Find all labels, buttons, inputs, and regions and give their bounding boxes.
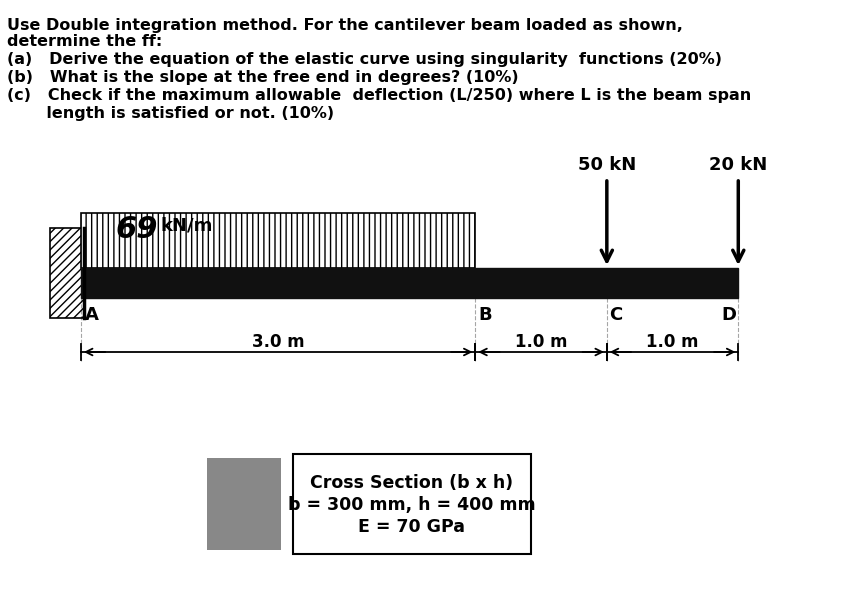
Text: (a)   Derive the equation of the elastic curve using singularity  functions (20%: (a) Derive the equation of the elastic c…: [7, 52, 722, 67]
Text: Cross Section (b x h): Cross Section (b x h): [311, 474, 513, 492]
Text: 1.0 m: 1.0 m: [646, 333, 698, 351]
Text: A: A: [85, 306, 99, 324]
Text: (b)   What is the slope at the free end in degrees? (10%): (b) What is the slope at the free end in…: [7, 70, 519, 85]
Text: E = 70 GPa: E = 70 GPa: [359, 518, 465, 536]
Bar: [293, 454, 531, 554]
Text: 50 kN: 50 kN: [577, 156, 636, 174]
Text: determine the ff:: determine the ff:: [7, 34, 162, 49]
Text: C: C: [609, 306, 623, 324]
Text: (c)   Check if the maximum allowable  deflection (L/250) where L is the beam spa: (c) Check if the maximum allowable defle…: [7, 88, 752, 103]
Text: b = 300 mm, h = 400 mm: b = 300 mm, h = 400 mm: [288, 496, 535, 514]
Text: B: B: [478, 306, 492, 324]
Bar: [207, 458, 281, 550]
Bar: [50, 228, 84, 318]
Text: kN/m: kN/m: [160, 217, 213, 235]
Bar: [81, 213, 475, 268]
Bar: [81, 268, 738, 298]
Text: 69: 69: [115, 215, 158, 244]
Text: 20 kN: 20 kN: [710, 156, 767, 174]
Text: 3.0 m: 3.0 m: [252, 333, 305, 351]
Text: D: D: [722, 306, 736, 324]
Text: length is satisfied or not. (10%): length is satisfied or not. (10%): [7, 106, 335, 121]
Text: 1.0 m: 1.0 m: [515, 333, 567, 351]
Text: Use Double integration method. For the cantilever beam loaded as shown,: Use Double integration method. For the c…: [7, 18, 683, 33]
